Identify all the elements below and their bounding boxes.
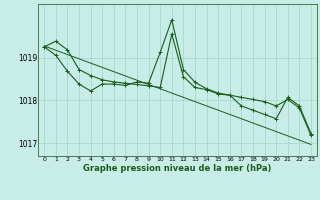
X-axis label: Graphe pression niveau de la mer (hPa): Graphe pression niveau de la mer (hPa) bbox=[84, 164, 272, 173]
